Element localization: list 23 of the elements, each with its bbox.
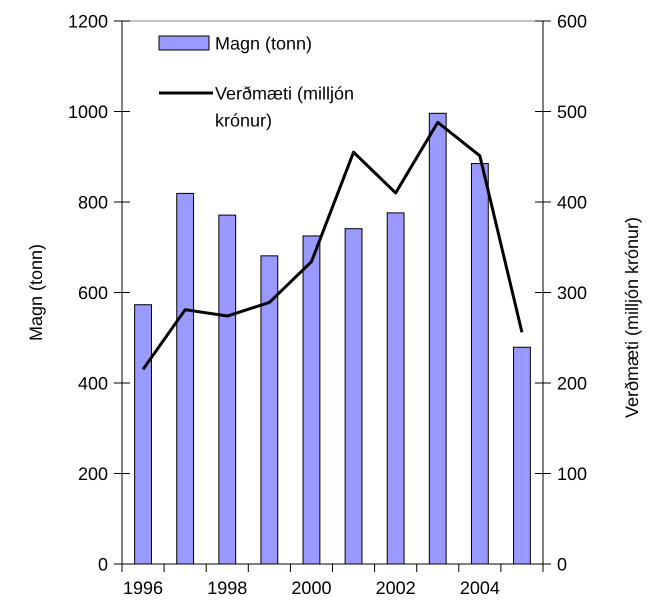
x-tick-label: 1998 <box>207 578 248 598</box>
y-tick-label: 800 <box>78 192 108 212</box>
legend-label: Magn (tonn) <box>215 33 312 54</box>
y-axis-title: Magn (tonn) <box>26 244 46 342</box>
y2-axis-title: Verðmæti (milljón krónur) <box>622 216 642 418</box>
y-tick-label: 1200 <box>68 11 108 32</box>
y2-tick-label: 600 <box>557 11 588 32</box>
legend-label: Verðmæti (milljón krónur) <box>215 83 354 130</box>
y2-tick-label: 300 <box>557 282 588 303</box>
x-tick-label: 2002 <box>376 578 416 598</box>
y-tick-label: 400 <box>78 373 108 394</box>
x-tick-label: 2004 <box>460 578 500 598</box>
y-tick-label: 600 <box>78 282 108 303</box>
x-tick-label: 2000 <box>291 578 332 598</box>
y2-tick-label: 500 <box>557 102 588 122</box>
y2-tick-label: 100 <box>557 464 588 484</box>
y-tick-label: 0 <box>98 554 108 574</box>
y2-tick-label: 400 <box>557 192 588 212</box>
x-tick-label: 1996 <box>123 578 164 598</box>
y2-tick-label: 0 <box>557 554 568 574</box>
y2-tick-label: 200 <box>557 373 588 394</box>
y-tick-label: 200 <box>78 464 108 484</box>
y-tick-label: 1000 <box>68 102 108 122</box>
